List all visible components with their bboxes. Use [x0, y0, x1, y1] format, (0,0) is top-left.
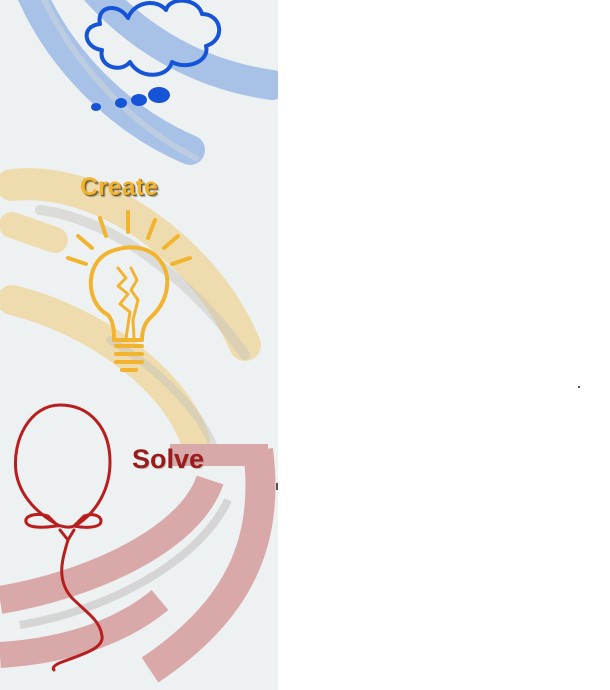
yellow-arc-shadow [35, 205, 250, 360]
decorative-side-panel: Create Solve [0, 0, 278, 690]
thought-cloud-icon [84, 0, 222, 77]
blue-arc-shadow [41, 0, 199, 161]
yellow-arc-lower [0, 285, 210, 455]
dot-speck [578, 386, 580, 388]
yellow-arc-left-stub [0, 212, 68, 253]
side-panel-artwork [0, 0, 278, 683]
divider-speck [276, 483, 278, 490]
yellow-arc-outer [0, 168, 261, 361]
red-arc-low [0, 589, 169, 668]
thought-bubble-dots [91, 87, 170, 111]
yellow-arc-lower-shadow [106, 336, 219, 454]
balloon-icon [13, 403, 112, 672]
red-arc-right [141, 448, 276, 683]
red-arc-mid [0, 474, 224, 614]
lightbulb-icon [66, 210, 192, 372]
red-arc-group [0, 444, 276, 683]
blue-arc-group [18, 0, 278, 165]
create-label: Create [80, 173, 158, 201]
red-arc-shadow [19, 498, 232, 629]
solve-label: Solve [132, 444, 205, 474]
